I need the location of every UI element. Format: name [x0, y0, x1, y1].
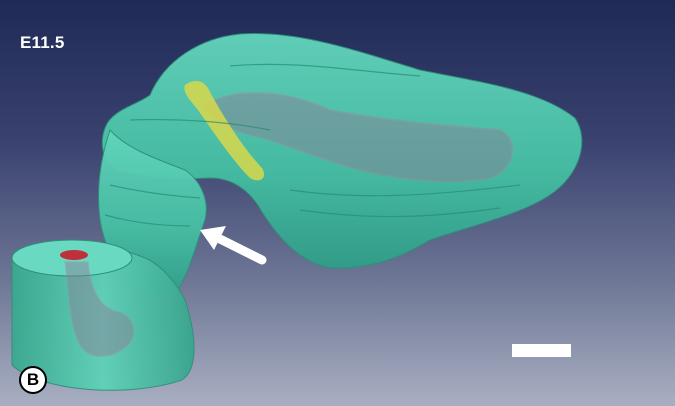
internal-duct-lower — [64, 261, 134, 357]
lumen-opening — [60, 250, 88, 260]
internal-duct — [204, 92, 514, 183]
tissue-cylinder — [11, 239, 195, 391]
surface-contours — [104, 63, 521, 227]
scale-bar — [512, 344, 571, 357]
yellow-structure — [184, 80, 265, 181]
panel-letter-badge: B — [19, 366, 47, 394]
arrow-icon — [200, 226, 267, 265]
stage-label: E11.5 — [20, 33, 65, 52]
